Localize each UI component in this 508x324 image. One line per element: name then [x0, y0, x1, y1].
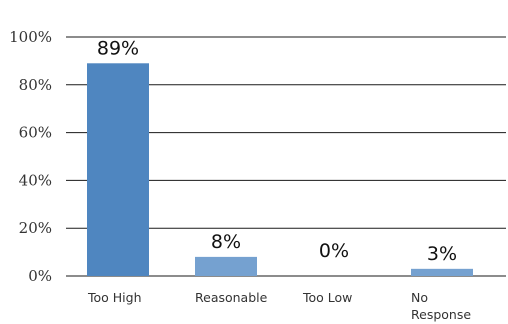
bars: [87, 63, 473, 276]
y-tick-label: 40%: [19, 171, 52, 189]
x-tick-label: Reasonable: [195, 290, 268, 305]
y-tick-label: 80%: [19, 76, 52, 94]
x-tick-label: Too High: [87, 290, 142, 305]
data-label: 0%: [319, 240, 349, 262]
y-tick-label: 20%: [19, 219, 52, 237]
y-tick-label: 0%: [28, 267, 52, 285]
y-tick-label: 60%: [19, 124, 52, 142]
data-labels: 89% 8% 0% 3%: [97, 37, 457, 265]
x-tick-label: No Response: [411, 290, 471, 322]
data-label: 8%: [211, 231, 241, 253]
bar-reasonable: [195, 256, 257, 276]
data-label: 3%: [427, 243, 457, 265]
x-axis-category-labels: Too High Reasonable Too Low No Response: [87, 290, 471, 322]
bar-no-response: [411, 268, 473, 276]
bar-too-high: [87, 63, 149, 276]
y-axis-tick-labels: 0% 20% 40% 60% 80% 100%: [9, 28, 52, 285]
data-label: 89%: [97, 37, 139, 59]
y-tick-label: 100%: [9, 28, 52, 46]
x-tick-label: Too Low: [302, 290, 352, 305]
